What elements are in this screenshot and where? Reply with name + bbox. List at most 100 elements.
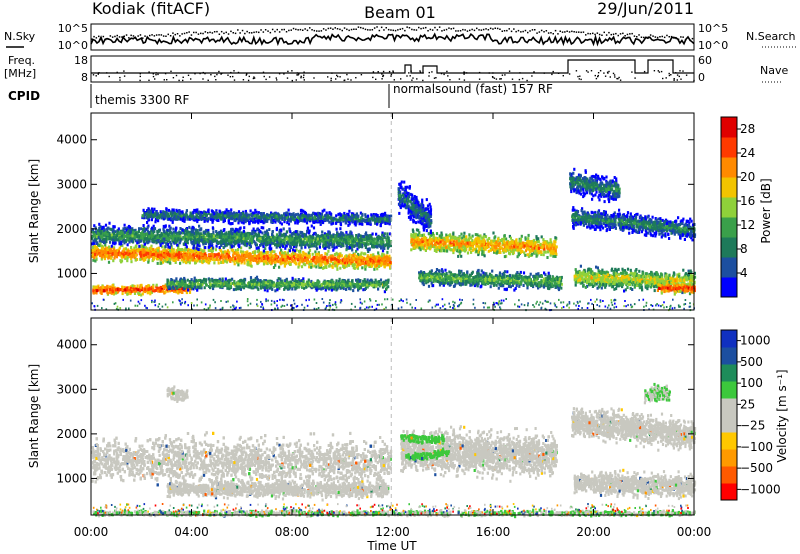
nsearch-point	[553, 33, 555, 35]
data-cell	[141, 231, 143, 234]
data-cell	[181, 291, 183, 294]
nsearch-point	[455, 30, 457, 32]
nave-point	[140, 76, 141, 77]
nsearch-point	[161, 34, 163, 36]
data-cell	[383, 234, 385, 237]
data-cell	[205, 283, 207, 286]
data-cell	[113, 242, 115, 245]
nsearch-point	[304, 28, 306, 30]
data-cell	[263, 250, 265, 253]
data-cell	[212, 239, 214, 242]
data-cell	[140, 284, 142, 287]
nave-point	[156, 72, 157, 73]
data-cell	[130, 260, 132, 263]
data-cell	[308, 251, 310, 254]
data-cell	[212, 247, 214, 250]
nsearch-point	[504, 30, 506, 32]
data-cell	[298, 250, 300, 253]
data-cell	[315, 233, 317, 236]
data-cell	[241, 254, 243, 257]
data-cell	[125, 239, 127, 242]
nsearch-point	[219, 34, 221, 36]
nave-point	[693, 80, 694, 81]
data-cell	[244, 255, 246, 258]
cpid-mode-2: normalsound (fast) 157 RF	[393, 82, 553, 96]
nsearch-point	[177, 33, 179, 35]
nave-point	[658, 70, 659, 71]
data-cell	[352, 254, 354, 257]
nsearch-point	[360, 27, 362, 29]
nsearch-point	[495, 28, 497, 30]
data-cell	[276, 233, 278, 236]
data-cell	[119, 247, 121, 250]
nsearch-point	[627, 34, 629, 36]
nave-point	[569, 73, 570, 74]
data-cell	[107, 257, 109, 260]
nsearch-point	[509, 28, 511, 30]
data-cell	[367, 243, 369, 246]
data-cell	[283, 252, 285, 255]
data-cell	[304, 241, 306, 244]
data-cell	[202, 253, 204, 256]
nsearch-point	[474, 30, 476, 32]
data-cell	[151, 227, 153, 230]
nsearch-point	[274, 31, 276, 33]
data-cell	[298, 236, 300, 239]
data-cell	[230, 241, 232, 244]
nsearch-point	[390, 29, 392, 31]
data-cell	[147, 288, 149, 291]
data-cell	[157, 236, 159, 239]
data-cell	[213, 261, 215, 264]
nave-point	[218, 71, 219, 72]
nsearch-point	[142, 37, 144, 39]
data-cell	[243, 226, 245, 229]
data-cell	[281, 251, 283, 254]
nave-point	[194, 73, 195, 74]
data-cell	[105, 251, 107, 254]
data-cell	[170, 243, 172, 246]
nsearch-point	[228, 33, 230, 35]
data-cell	[137, 250, 139, 253]
data-cell	[201, 239, 203, 242]
data-cell	[306, 230, 308, 233]
nsearch-point	[675, 38, 677, 40]
data-cell	[326, 260, 328, 263]
nsearch-point	[427, 30, 429, 32]
data-cell	[274, 243, 276, 246]
data-cell	[321, 239, 323, 242]
nave-point	[344, 80, 345, 81]
data-cell	[115, 292, 117, 295]
nave-point	[428, 75, 429, 76]
data-cell	[352, 263, 354, 266]
data-cell	[172, 235, 174, 238]
data-cell	[346, 244, 348, 247]
data-cell	[109, 248, 111, 251]
data-cell	[346, 259, 348, 262]
data-cell	[213, 235, 215, 238]
nave-point	[393, 72, 394, 73]
data-cell	[247, 237, 249, 240]
data-cell	[233, 239, 235, 242]
data-cell	[105, 238, 107, 241]
nave-point	[291, 70, 292, 71]
nsearch-point	[460, 30, 462, 32]
data-cell	[316, 253, 318, 256]
nave-point	[173, 77, 174, 78]
nsearch-point	[388, 29, 390, 31]
data-cell	[136, 235, 138, 238]
nsearch-tick-high: 10^5	[698, 22, 728, 35]
data-cell	[247, 254, 249, 257]
data-cell	[336, 246, 338, 249]
nave-point	[254, 77, 255, 78]
data-cell	[223, 229, 225, 232]
nave-point	[381, 78, 382, 79]
data-cell	[331, 235, 333, 238]
data-cell	[144, 237, 146, 240]
nsearch-point	[420, 28, 422, 30]
nave-point	[330, 80, 331, 81]
data-cell	[131, 284, 133, 287]
data-cell	[266, 229, 268, 232]
nsearch-point	[165, 36, 167, 38]
nsearch-point	[335, 27, 337, 29]
data-cell	[386, 232, 388, 235]
